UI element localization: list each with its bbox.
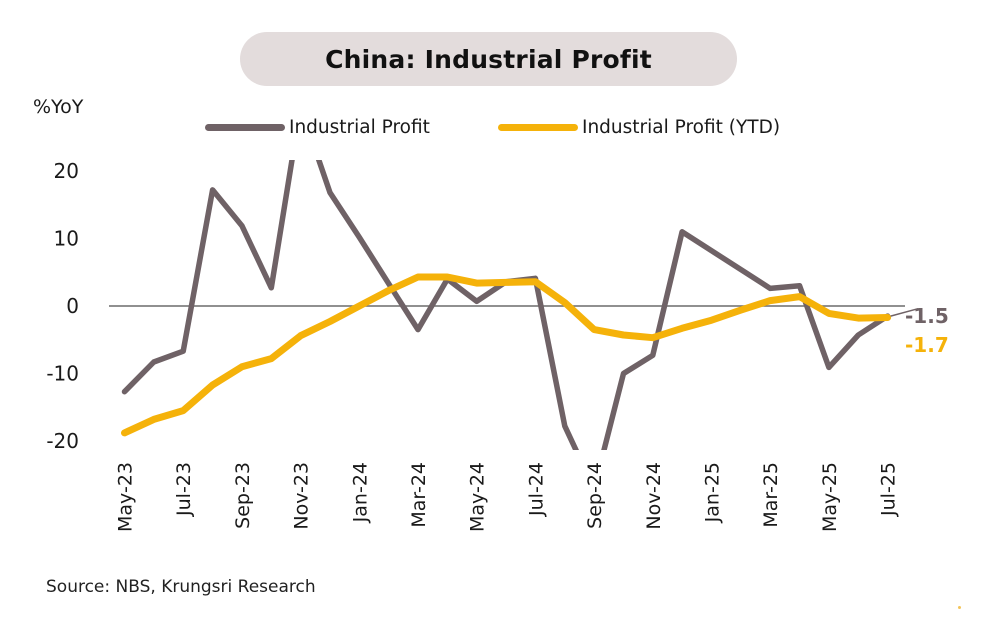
legend-swatch-industrial-profit <box>205 123 285 131</box>
x-tick-label: Sep-23 <box>232 462 254 529</box>
series-line-industrial-profit-ytd <box>121 273 892 437</box>
x-tick-label: Nov-23 <box>291 462 313 530</box>
x-tick-label: Sep-24 <box>584 462 606 529</box>
x-tick-label: Jan-25 <box>702 462 724 523</box>
x-tick-label: May-24 <box>467 462 489 532</box>
end-label-industrial-profit: -1.5 <box>905 304 949 328</box>
x-tick-label: Mar-25 <box>760 462 782 528</box>
x-tick-label: Jul-24 <box>525 462 547 517</box>
chart-title-pill: China: Industrial Profit <box>240 32 737 86</box>
end-labels: -1.5 -1.7 <box>890 304 949 357</box>
x-tick-label: Nov-24 <box>643 462 665 530</box>
y-axis: 20 10 0 -10 -20 <box>46 159 79 453</box>
source-note: Source: NBS, Krungsri Research <box>46 577 316 597</box>
y-tick-label: 0 <box>66 294 79 318</box>
end-label-leader <box>890 307 919 317</box>
x-tick-label: May-25 <box>819 462 841 532</box>
decorative-dot <box>958 606 961 609</box>
x-tick-label: Jul-25 <box>878 462 900 517</box>
y-tick-label: -20 <box>46 429 79 453</box>
legend-label-industrial-profit-ytd: Industrial Profit (YTD) <box>582 116 781 138</box>
y-tick-label: -10 <box>46 362 79 386</box>
x-tick-label: Jan-24 <box>349 462 371 523</box>
chart-title: China: Industrial Profit <box>325 44 652 74</box>
legend-item-industrial-profit: Industrial Profit <box>205 114 430 140</box>
x-tick-label: May-23 <box>115 462 137 532</box>
y-tick-label: 20 <box>54 159 79 183</box>
series-layer <box>121 160 892 450</box>
x-tick-label: Jul-23 <box>173 462 195 517</box>
end-label-industrial-profit-ytd: -1.7 <box>905 333 949 357</box>
x-axis: May-23 Jul-23 Sep-23 Nov-23 Jan-24 Mar-24 May-… <box>115 462 900 532</box>
legend-item-industrial-profit-ytd: Industrial Profit (YTD) <box>498 114 780 140</box>
legend-label-industrial-profit: Industrial Profit <box>289 116 430 138</box>
x-tick-label: Mar-24 <box>408 462 430 528</box>
y-axis-unit-label: %YoY <box>33 96 84 118</box>
legend-swatch-industrial-profit-ytd <box>498 123 578 131</box>
y-tick-label: 10 <box>54 227 79 251</box>
